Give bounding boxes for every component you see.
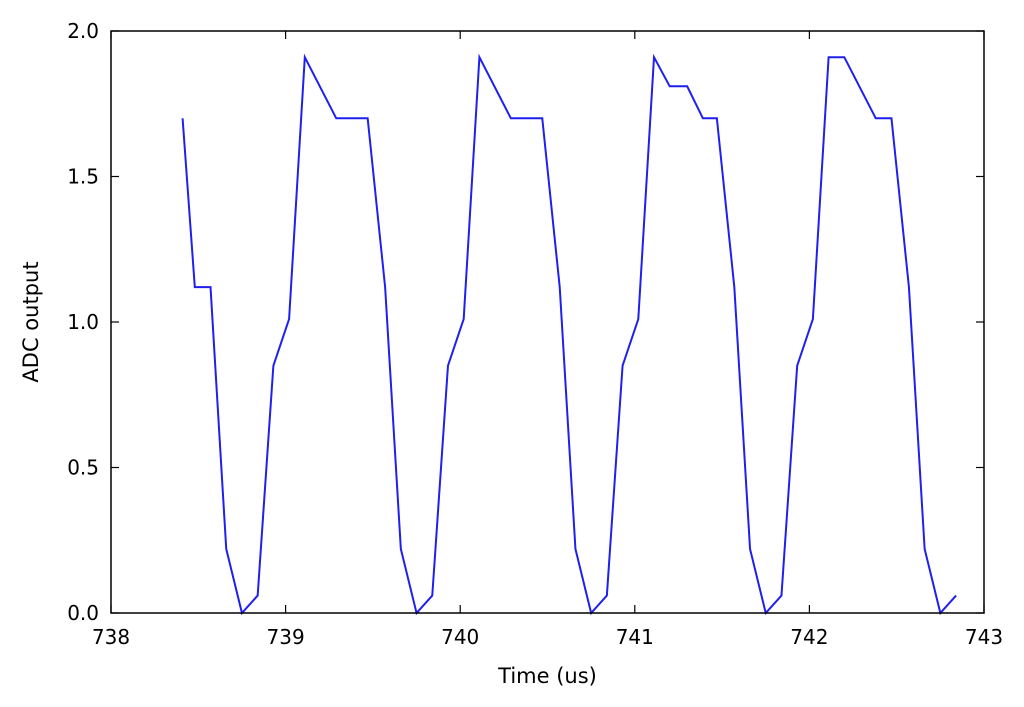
plot-frame: [110, 30, 985, 614]
x-tick-label: 743: [965, 625, 1003, 649]
x-tick-label: 741: [616, 625, 654, 649]
x-tick-label: 739: [267, 625, 305, 649]
y-axis-label: ADC output: [19, 261, 43, 382]
x-tick-label: 738: [92, 625, 130, 649]
y-tick-label: 0.0: [67, 601, 99, 625]
x-tick-label: 742: [790, 625, 828, 649]
axis-tick-labels: 738 739 740 741 742 743 0.0 0.5 1.0 1.5 2.0: [67, 19, 1003, 649]
x-axis-label: Time (us): [497, 664, 597, 688]
y-tick-label: 2.0: [67, 19, 99, 43]
y-tick-label: 0.5: [67, 456, 99, 480]
y-tick-label: 1.5: [67, 165, 99, 189]
y-tick-label: 1.0: [67, 310, 99, 334]
x-tick-label: 740: [441, 625, 479, 649]
